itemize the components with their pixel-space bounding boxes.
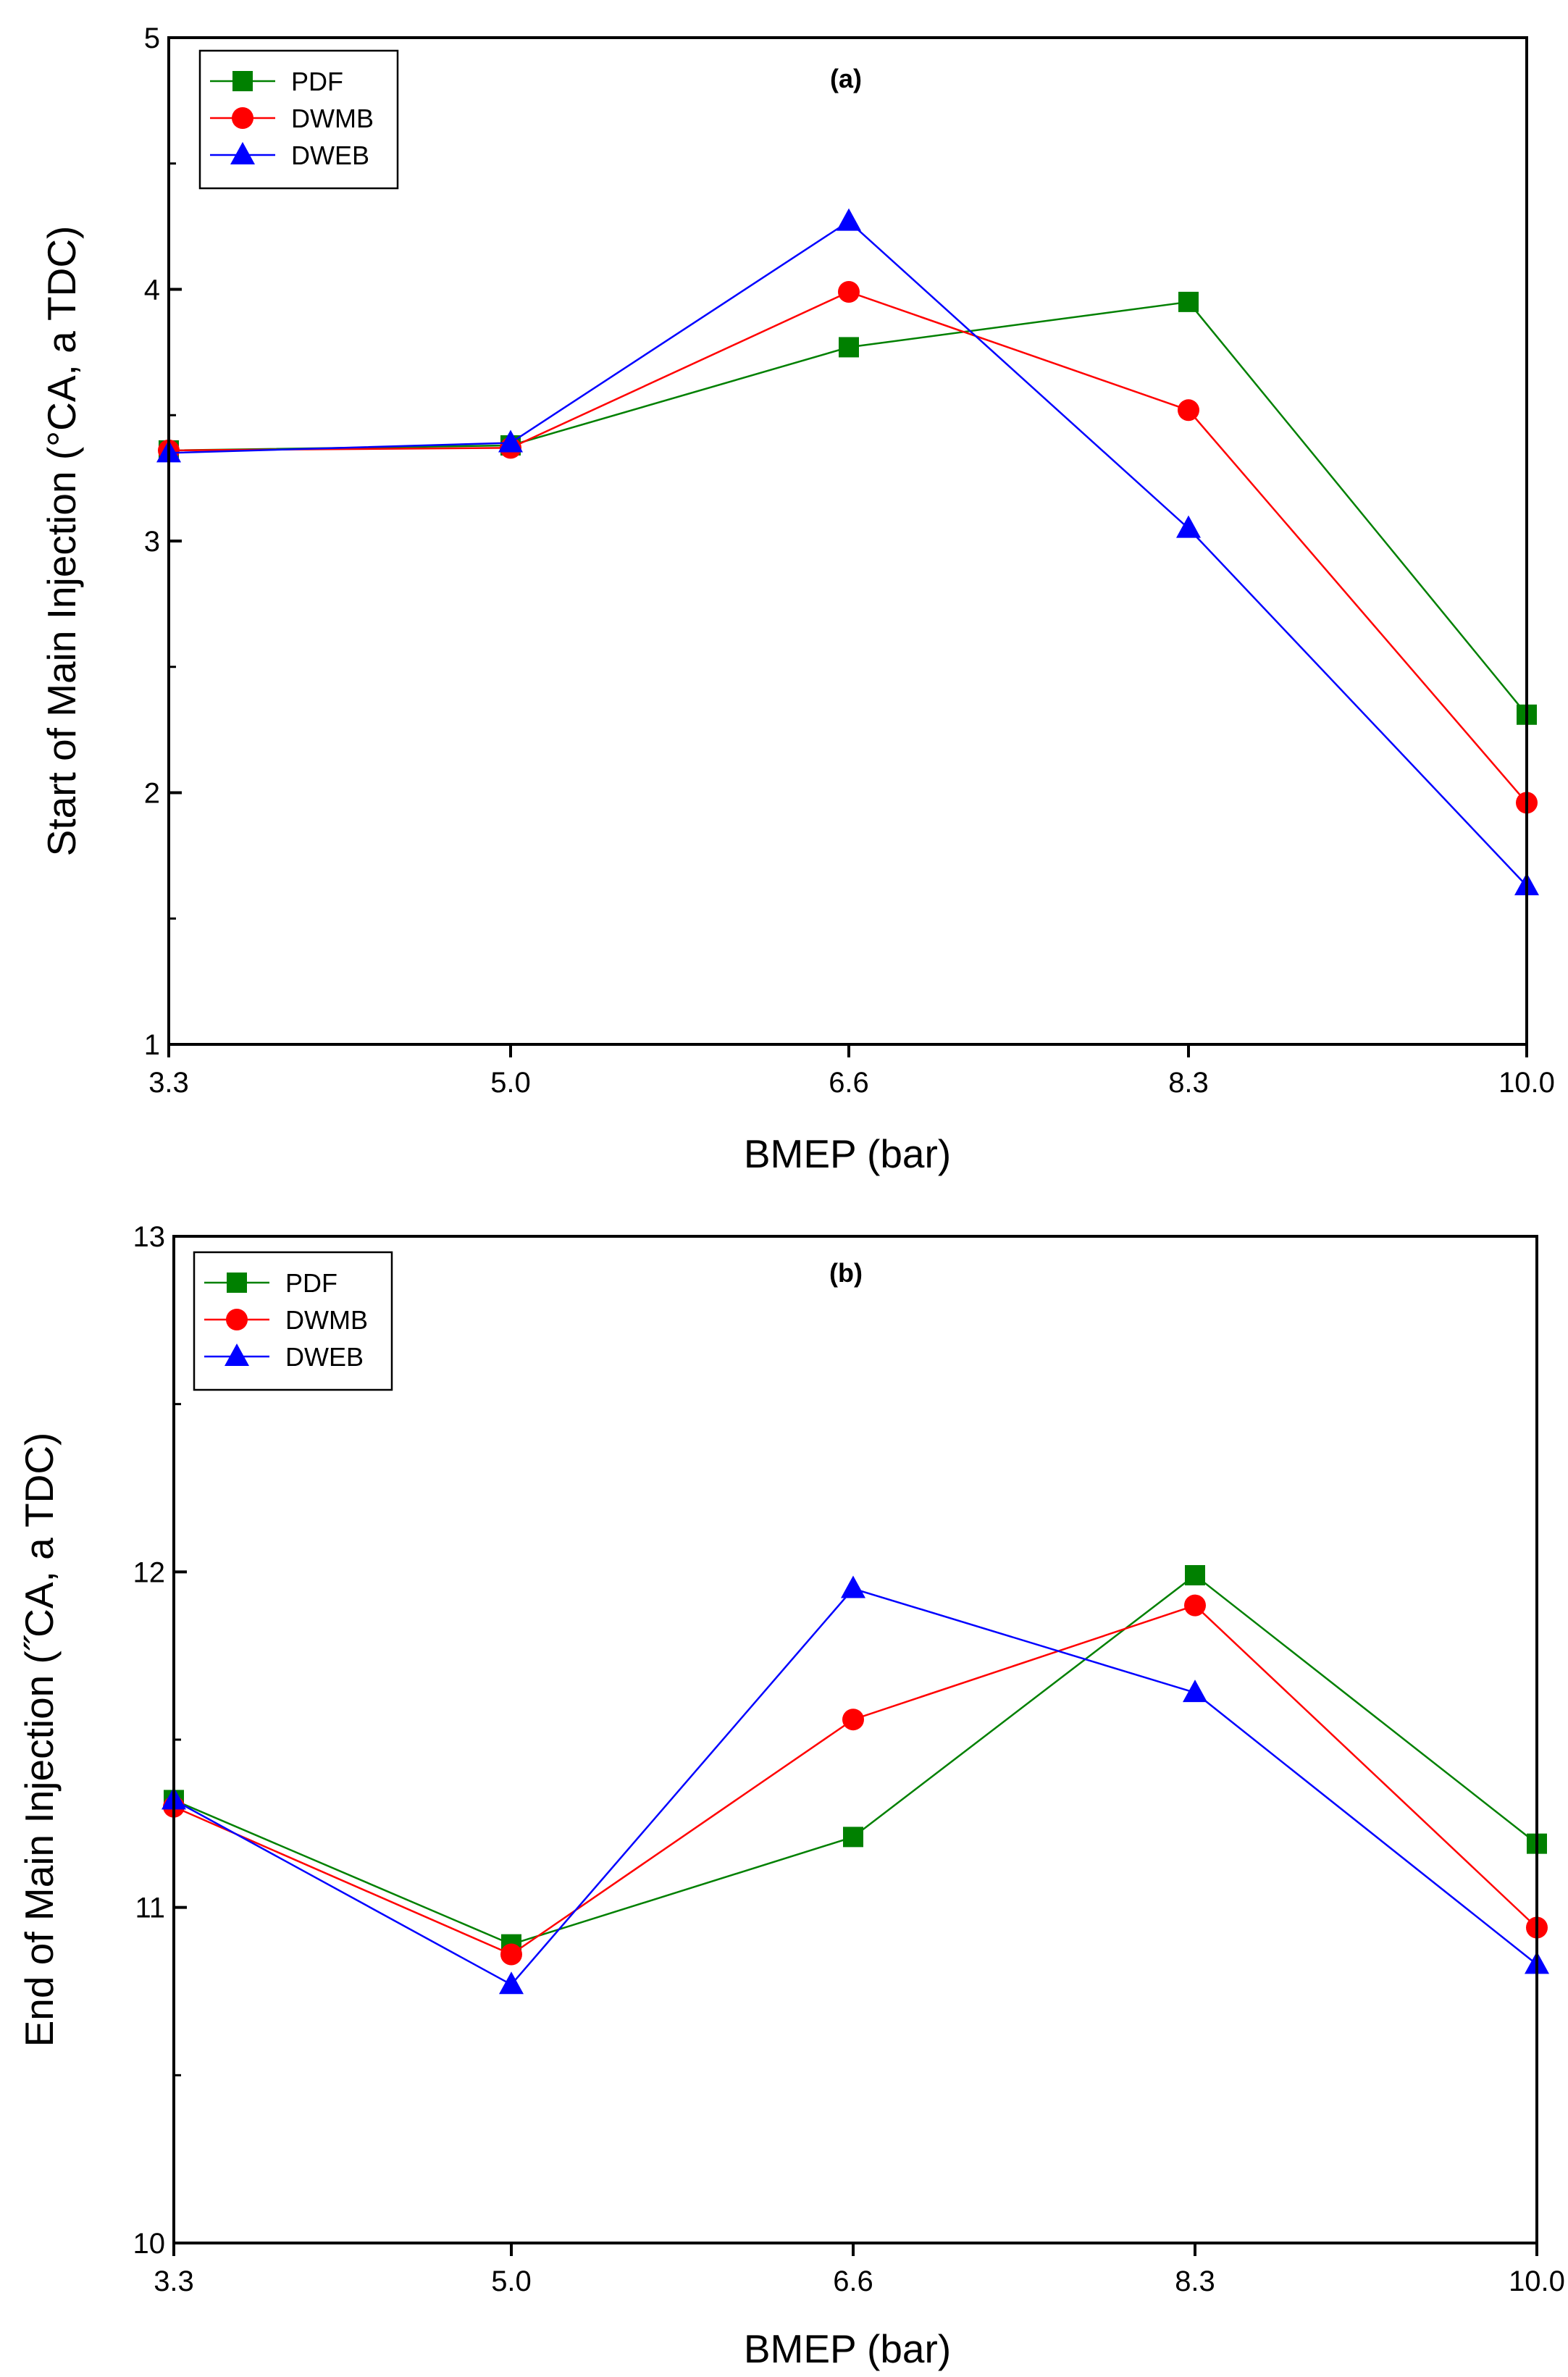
legend-label-pdf: PDF	[291, 67, 343, 96]
series-layer	[162, 1564, 1549, 1995]
legend-marker-pdf	[227, 1273, 247, 1293]
x-tick-label: 5.0	[491, 2265, 532, 2297]
legend-label-pdf: PDF	[285, 1268, 338, 1298]
data-point-dweb	[837, 208, 861, 231]
axis-ticks: 10 11 12 13 3.3 5.0 6.6 8.3 10.0	[133, 1221, 1565, 2297]
legend-marker-dweb	[225, 1343, 249, 1366]
x-tick-label: 6.6	[833, 2265, 873, 2297]
data-point-pdf	[1178, 291, 1199, 312]
data-point-dweb	[1176, 515, 1201, 538]
legend: PDF DWMB DWEB	[193, 1251, 393, 1391]
y-tick-label: 13	[133, 1221, 166, 1253]
data-point-pdf	[843, 1827, 863, 1848]
y-axis-title: Start of Main Injection (°CA, a TDC)	[39, 226, 84, 857]
legend-marker-dwmb	[226, 1309, 248, 1330]
x-axis-title: BMEP (bar)	[744, 1131, 951, 1176]
x-tick-label: 6.6	[829, 1067, 869, 1099]
panel-label: (a)	[830, 64, 862, 93]
legend-label-dweb: DWEB	[285, 1342, 364, 1372]
series-line-pdf	[173, 1574, 1538, 1945]
data-point-dweb	[498, 429, 523, 453]
legend-marker-pdf	[232, 71, 253, 91]
data-point-dwmb	[1184, 1594, 1206, 1617]
x-tick-label: 3.3	[154, 2265, 194, 2297]
panel-label: (b)	[829, 1258, 863, 1288]
x-tick-label: 10.0	[1498, 1067, 1555, 1099]
legend-marker-dweb	[230, 142, 255, 164]
y-tick-label: 5	[144, 22, 160, 54]
data-point-pdf	[1185, 1564, 1205, 1585]
y-tick-label: 10	[133, 2228, 166, 2260]
legend: PDF DWMB DWEB	[198, 49, 399, 190]
data-point-dweb	[841, 1575, 865, 1598]
chart-panel-a: 1 2 3 4 5 3.3 5.0 6.6 8.3 10.0 (a) BMEP (bar) Sta…	[39, 22, 1555, 1176]
x-axis-title: BMEP (bar)	[744, 2326, 951, 2371]
series-line-dwmb	[168, 290, 1527, 804]
data-point-dwmb	[838, 280, 860, 303]
x-tick-label: 3.3	[148, 1067, 189, 1099]
y-tick-label: 12	[133, 1556, 166, 1588]
data-point-dwmb	[500, 1943, 522, 1966]
y-tick-label: 3	[144, 526, 160, 558]
legend-label-dwmb: DWMB	[291, 104, 374, 133]
data-point-dweb	[499, 1971, 524, 1995]
x-tick-label: 5.0	[490, 1067, 531, 1099]
series-line-dweb	[168, 220, 1527, 886]
legend-label-dweb: DWEB	[291, 141, 369, 170]
y-tick-label: 2	[144, 778, 160, 810]
x-tick-label: 8.3	[1168, 1067, 1209, 1099]
series-line-pdf	[168, 301, 1527, 716]
data-point-dweb	[1183, 1680, 1207, 1703]
legend-label-dwmb: DWMB	[285, 1305, 368, 1335]
legend-marker-dwmb	[232, 107, 253, 129]
series-line-dwmb	[173, 1604, 1538, 1955]
y-axis-title: End of Main Injection (˝CA, a TDC)	[17, 1433, 62, 2047]
x-tick-label: 10.0	[1509, 2265, 1565, 2297]
series-layer	[156, 208, 1539, 896]
data-point-dwmb	[1178, 399, 1199, 422]
series-line-dweb	[173, 1588, 1538, 1986]
y-tick-label: 1	[144, 1029, 160, 1061]
y-tick-label: 4	[144, 274, 160, 306]
axis-ticks: 1 2 3 4 5 3.3 5.0 6.6 8.3 10.0	[144, 22, 1555, 1099]
x-tick-label: 8.3	[1175, 2265, 1215, 2297]
data-point-dwmb	[842, 1709, 864, 1731]
data-point-pdf	[839, 337, 859, 358]
y-tick-label: 11	[135, 1892, 165, 1924]
